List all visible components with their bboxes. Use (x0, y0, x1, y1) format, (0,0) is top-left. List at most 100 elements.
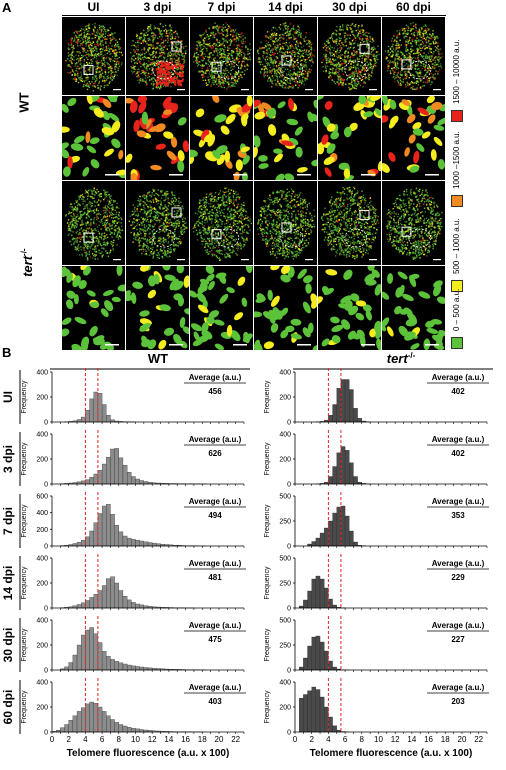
histogram-bar (106, 656, 111, 671)
histogram-bar (60, 727, 65, 733)
histogram-bar (64, 724, 69, 733)
histogram-bar (332, 466, 337, 485)
y-tick-label: 200 (36, 643, 48, 650)
y-axis-label: Frequency (264, 566, 271, 600)
column-header-1: 3 dpi (143, 0, 172, 14)
legend-swatch-0 (451, 110, 463, 122)
histogram-bar (135, 728, 140, 733)
y-tick-label: 500 (279, 618, 291, 625)
x-tick-label: 16 (181, 735, 190, 744)
histogram-bar (315, 575, 321, 609)
column-header-4: 30 dpi (332, 0, 367, 14)
y-tick-label: 250 (279, 581, 291, 588)
histogram-bar (139, 604, 144, 609)
histogram-bar (76, 644, 82, 671)
y-tick-label: 400 (279, 680, 291, 687)
row-label-b-3: 14 dpi (1, 566, 15, 601)
histogram-bar (76, 711, 82, 733)
average-label: Average (a.u.) (189, 373, 242, 382)
average-label: Average (a.u.) (432, 621, 485, 630)
histogram-bar (135, 666, 140, 671)
histogram-bar (319, 641, 325, 671)
micrograph-tile-r2-c3 (254, 181, 317, 265)
micrograph-tile-r1-c0 (62, 96, 125, 180)
y-tick-label: 200 (36, 395, 48, 402)
histogram-bar (336, 388, 342, 423)
average-value: 475 (208, 635, 222, 644)
micrograph-tile-r3-c2 (190, 266, 253, 350)
micrograph-tile-r0-c1 (126, 17, 189, 95)
y-tick-label: 200 (36, 581, 48, 588)
histogram-bar (307, 690, 312, 733)
micrograph-tile-r3-c4 (318, 266, 381, 350)
histogram-bar (64, 666, 69, 671)
histogram-bar (72, 654, 78, 671)
histogram-bar (93, 703, 99, 733)
x-tick-label: 16 (424, 735, 433, 744)
histogram-bar (106, 715, 111, 733)
average-value: 402 (451, 387, 465, 396)
histogram-bar (349, 462, 354, 485)
y-tick-label: 0 (44, 482, 48, 489)
histogram-bar (340, 446, 346, 485)
average-value: 402 (451, 449, 465, 458)
histogram-bar (332, 512, 337, 547)
row-label-b-0: UI (1, 391, 15, 403)
micrograph-tile-r2-c0 (62, 181, 125, 265)
row-label-b-4: 30 dpi (1, 628, 15, 663)
y-tick-label: 400 (279, 432, 291, 439)
y-tick-label: 250 (279, 643, 291, 650)
histogram-bar (311, 686, 317, 733)
histogram-bar (122, 535, 128, 547)
y-tick-label: 200 (36, 457, 48, 464)
histogram-bar (114, 448, 119, 485)
average-label: Average (a.u.) (189, 497, 242, 506)
histogram-bar (307, 590, 312, 609)
average-label: Average (a.u.) (189, 559, 242, 568)
y-tick-label: 0 (287, 420, 291, 427)
y-axis-label: Frequency (264, 442, 271, 476)
legend-swatch-3 (451, 337, 463, 349)
y-tick-label: 0 (44, 420, 48, 427)
histogram-bar (126, 471, 132, 485)
histogram-bar (311, 541, 317, 547)
histogram-bar (353, 541, 358, 547)
y-tick-label: 400 (36, 510, 48, 517)
y-tick-label: 0 (287, 730, 291, 737)
average-label: Average (a.u.) (432, 559, 485, 568)
average-value: 229 (451, 573, 465, 582)
histogram-bar (139, 540, 144, 547)
histogram-bar (97, 470, 103, 485)
y-tick-label: 200 (36, 527, 48, 534)
y-tick-label: 400 (36, 432, 48, 439)
x-tick-label: 0 (293, 735, 298, 744)
histogram-bar (97, 706, 103, 733)
x-tick-label: 20 (458, 735, 467, 744)
x-tick-label: 8 (360, 735, 365, 744)
micrograph-tile-r2-c5 (382, 181, 445, 265)
x-tick-label: 6 (343, 735, 348, 744)
histogram-bar (324, 527, 329, 547)
histogram-bar (332, 604, 337, 609)
group-header-1: tert-/- (387, 351, 416, 366)
average-value: 227 (451, 635, 465, 644)
x-tick-label: 20 (215, 735, 224, 744)
histogram-bar (81, 480, 86, 485)
average-label: Average (a.u.) (189, 435, 242, 444)
histogram-bar (93, 391, 99, 423)
micrograph-tile-r1-c4 (318, 96, 381, 180)
y-axis-label: Frequency (21, 690, 28, 724)
histogram-bar (85, 536, 90, 547)
histogram-bar (110, 514, 115, 547)
histogram-bar (118, 590, 124, 609)
histogram-bar (319, 532, 325, 547)
histogram-bar (85, 600, 90, 609)
histogram-bar (101, 651, 107, 671)
histogram-bar (81, 540, 86, 547)
histogram-bar (85, 479, 90, 485)
micrograph-tile-r3-c0 (62, 266, 125, 350)
histogram-bar (139, 666, 144, 671)
histogram-bar (131, 602, 136, 609)
x-tick-label: 22 (474, 735, 483, 744)
micrograph-tile-r3-c1 (126, 266, 189, 350)
